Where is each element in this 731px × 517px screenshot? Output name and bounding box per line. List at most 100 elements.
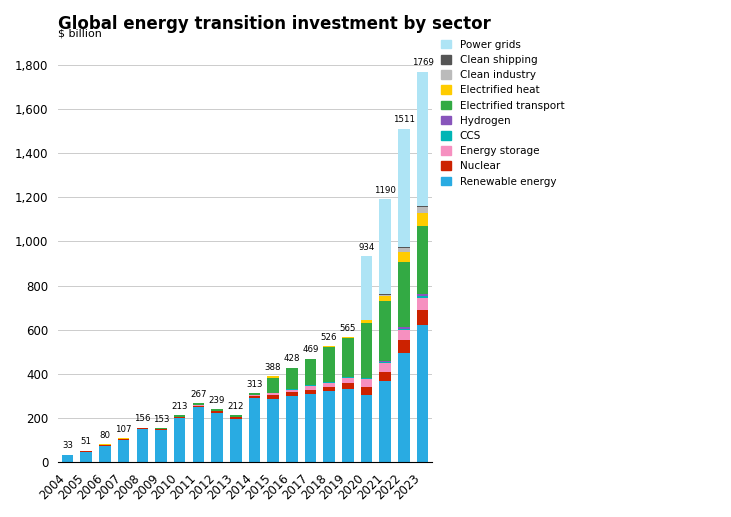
Bar [305, 358, 317, 359]
Text: 1190: 1190 [374, 186, 396, 195]
Bar [268, 376, 279, 378]
Bar [249, 399, 260, 462]
Bar [323, 387, 335, 391]
Bar [360, 395, 372, 462]
Text: 239: 239 [209, 396, 225, 405]
Text: 388: 388 [265, 363, 281, 372]
Bar [249, 396, 260, 399]
Bar [417, 294, 428, 296]
Bar [192, 407, 204, 462]
Bar [230, 417, 241, 419]
Bar [417, 296, 428, 298]
Bar [268, 393, 279, 396]
Bar [323, 383, 335, 387]
Bar [118, 440, 129, 462]
Bar [99, 445, 110, 446]
Bar [379, 296, 391, 301]
Bar [379, 301, 391, 361]
Text: 934: 934 [358, 242, 375, 252]
Bar [398, 248, 409, 252]
Bar [286, 389, 298, 390]
Text: 526: 526 [321, 332, 338, 342]
Bar [174, 417, 186, 418]
Bar [379, 295, 391, 296]
Bar [230, 419, 241, 462]
Bar [137, 429, 148, 462]
Bar [342, 338, 354, 377]
Bar [211, 413, 223, 462]
Bar [398, 353, 409, 462]
Bar [305, 390, 317, 393]
Bar [211, 409, 223, 411]
Bar [342, 377, 354, 378]
Bar [268, 396, 279, 399]
Bar [211, 412, 223, 413]
Bar [342, 389, 354, 462]
Bar [305, 359, 317, 385]
Bar [379, 372, 391, 381]
Bar [360, 378, 372, 379]
Text: 51: 51 [80, 437, 92, 446]
Bar [360, 256, 372, 321]
Bar [286, 368, 298, 389]
Bar [305, 393, 317, 462]
Bar [379, 381, 391, 462]
Text: 107: 107 [115, 425, 132, 434]
Text: Global energy transition investment by sector: Global energy transition investment by s… [58, 15, 491, 33]
Bar [398, 340, 409, 353]
Bar [417, 310, 428, 325]
Bar [360, 379, 372, 387]
Bar [268, 378, 279, 393]
Text: 428: 428 [284, 354, 300, 363]
Bar [249, 393, 260, 395]
Bar [398, 129, 409, 247]
Bar [268, 399, 279, 462]
Text: 153: 153 [153, 415, 170, 424]
Bar [360, 321, 372, 323]
Text: $ billion: $ billion [58, 29, 102, 39]
Bar [323, 382, 335, 383]
Bar [286, 397, 298, 462]
Legend: Power grids, Clean shipping, Clean industry, Electrified heat, Electrified trans: Power grids, Clean shipping, Clean indus… [441, 40, 564, 187]
Bar [230, 415, 241, 417]
Bar [305, 386, 317, 390]
Bar [417, 207, 428, 212]
Bar [398, 328, 409, 330]
Bar [417, 226, 428, 294]
Text: 156: 156 [134, 414, 151, 423]
Bar [417, 72, 428, 206]
Bar [398, 247, 409, 248]
Bar [360, 323, 372, 378]
Bar [80, 452, 92, 462]
Bar [360, 387, 372, 395]
Bar [62, 455, 73, 462]
Bar [417, 298, 428, 310]
Text: 1769: 1769 [412, 58, 433, 67]
Bar [192, 403, 204, 405]
Bar [155, 430, 167, 462]
Bar [342, 337, 354, 338]
Bar [286, 392, 298, 397]
Bar [398, 252, 409, 262]
Bar [398, 262, 409, 327]
Bar [192, 406, 204, 407]
Text: 565: 565 [340, 324, 356, 333]
Bar [323, 391, 335, 462]
Bar [305, 385, 317, 386]
Bar [398, 327, 409, 328]
Text: 469: 469 [302, 345, 319, 354]
Bar [379, 363, 391, 372]
Bar [379, 362, 391, 363]
Bar [379, 361, 391, 362]
Bar [417, 325, 428, 462]
Bar [155, 429, 167, 430]
Bar [323, 346, 335, 382]
Text: 33: 33 [62, 442, 73, 450]
Bar [379, 200, 391, 294]
Bar [174, 418, 186, 462]
Bar [342, 383, 354, 389]
Bar [417, 206, 428, 207]
Text: 80: 80 [99, 431, 110, 440]
Text: 213: 213 [171, 402, 188, 410]
Bar [417, 212, 428, 226]
